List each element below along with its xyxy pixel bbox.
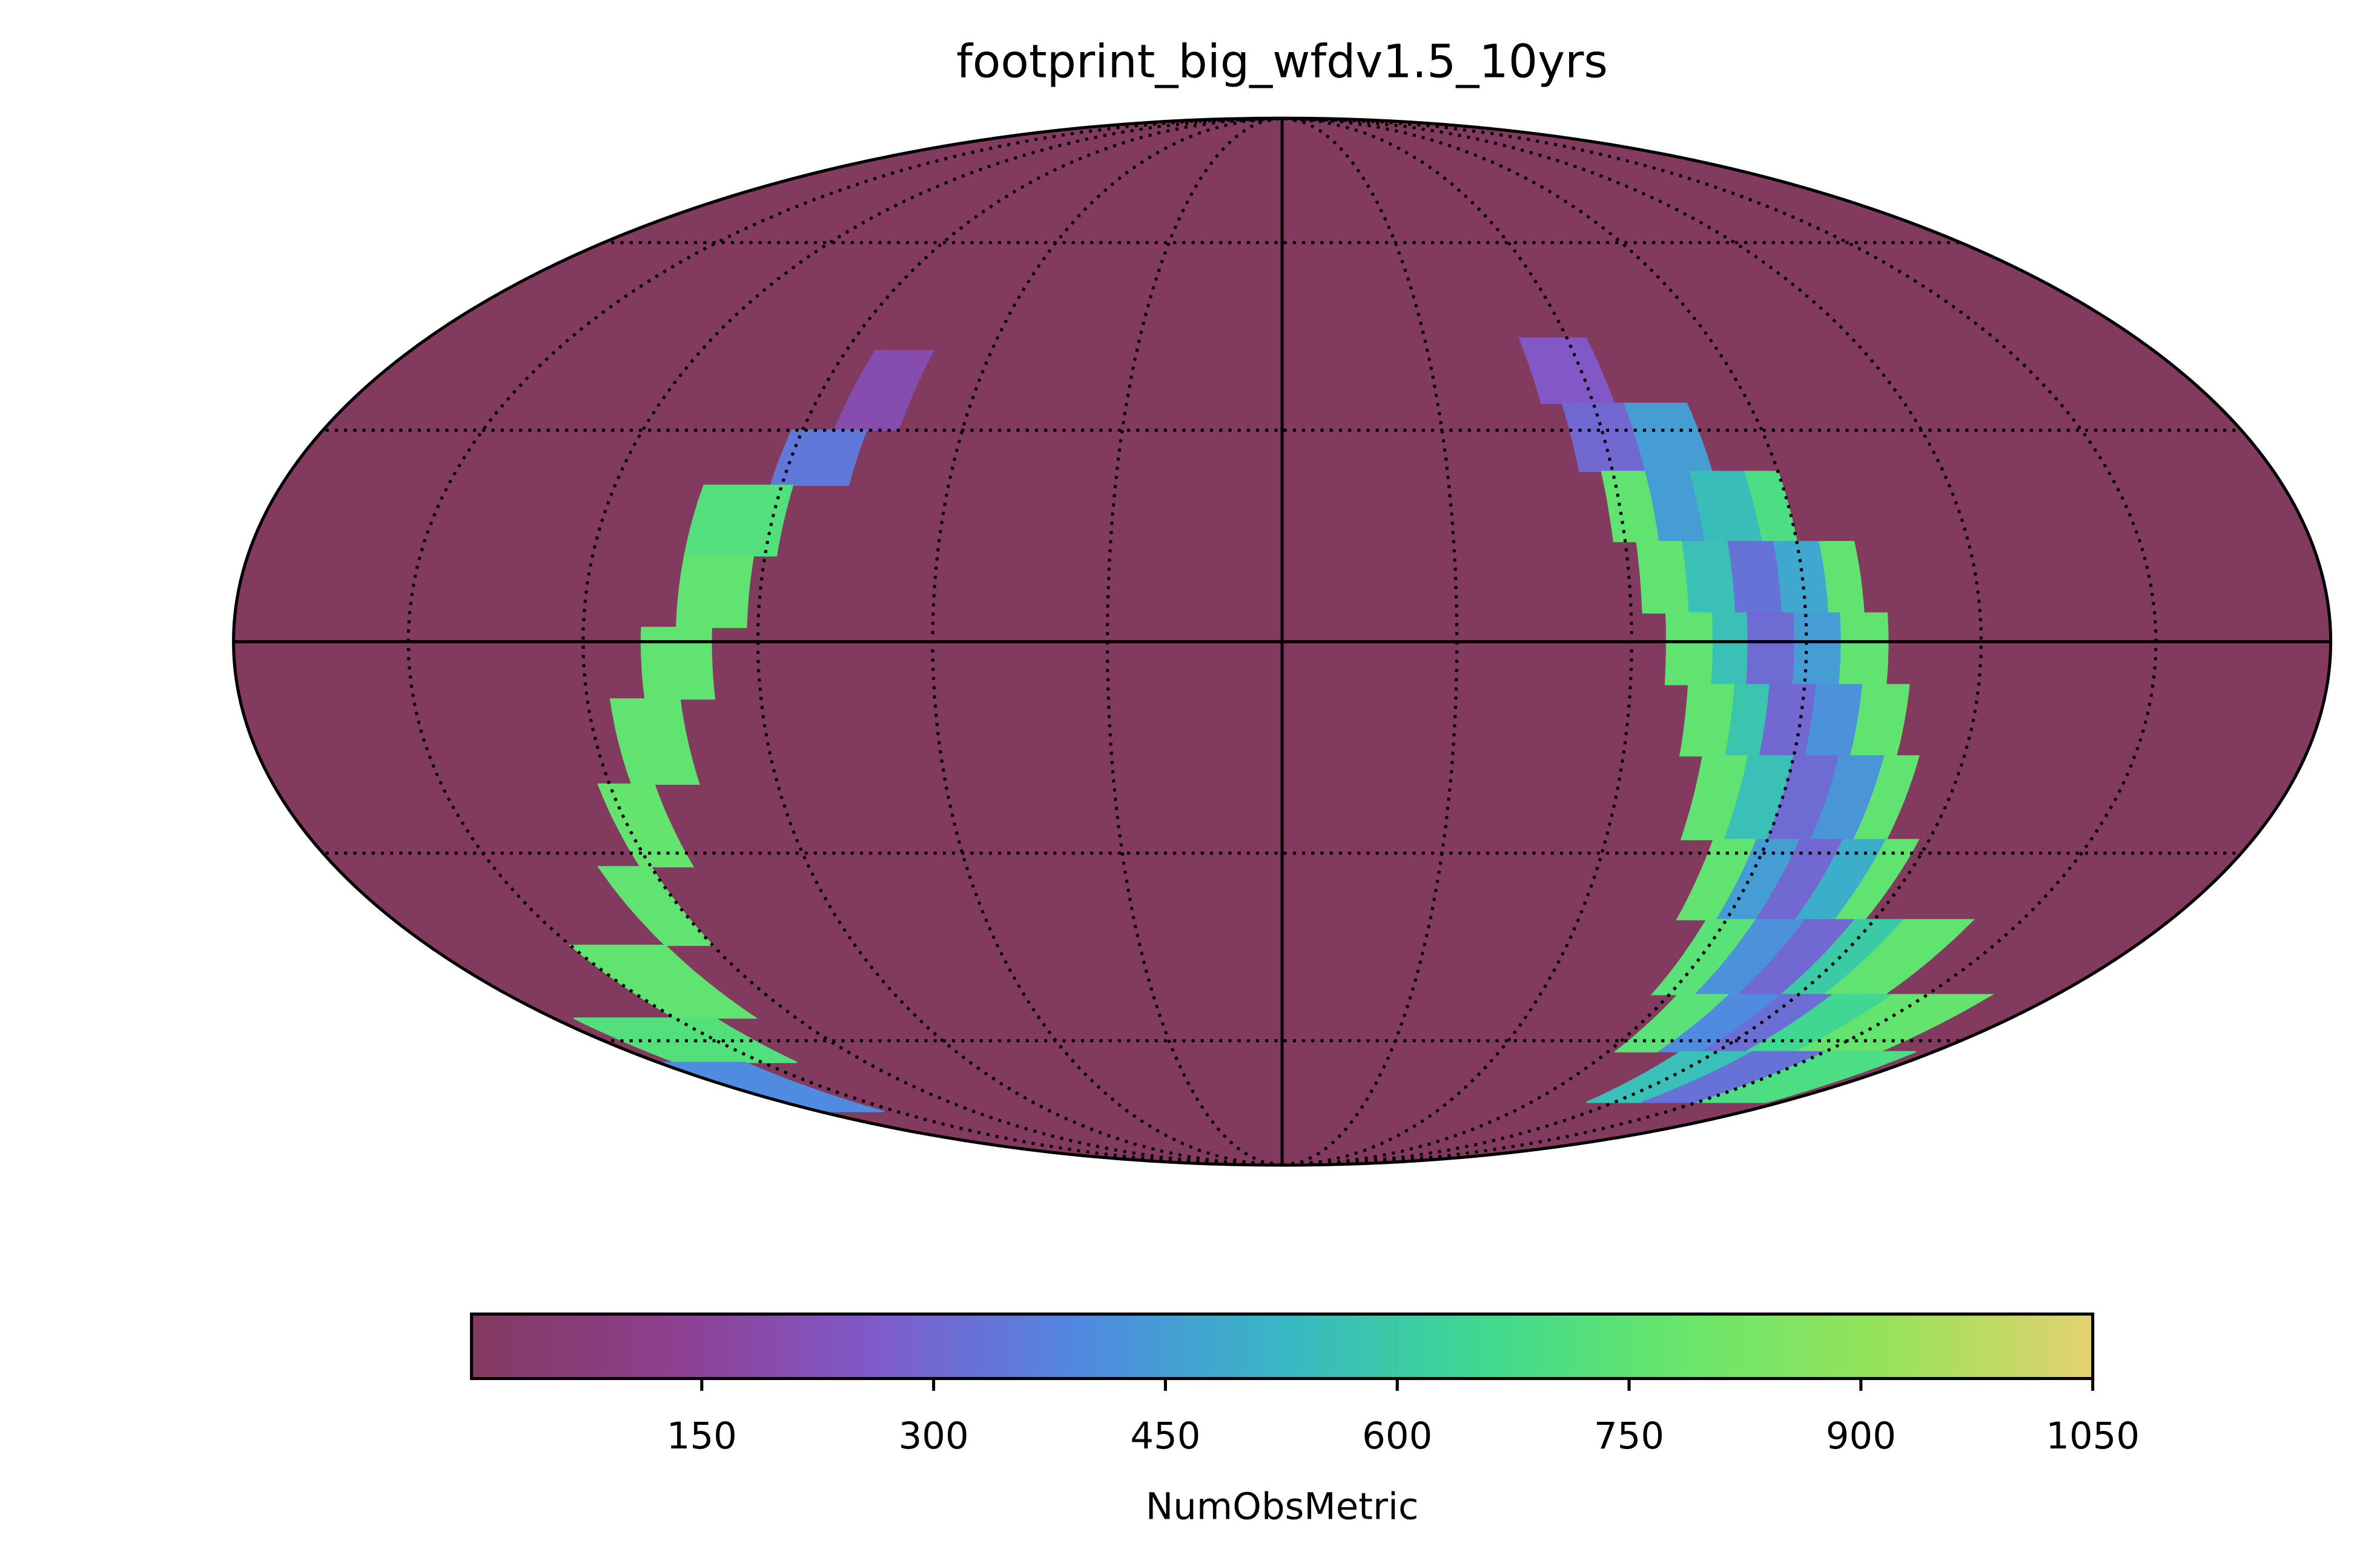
colorbar-tick-label: 600 [1362,1415,1432,1458]
sky-cell [1839,612,1889,685]
sky-cell [1679,684,1736,757]
sky-cell [1745,612,1796,685]
sky-cell [597,783,695,868]
sky-cell [770,429,868,486]
colorbar-label: NumObsMetric [1146,1486,1419,1528]
colorbar-tick-label: 1050 [2046,1415,2140,1458]
sky-cell [640,627,716,700]
colorbar [470,1312,2095,1381]
map-outline [232,116,2333,1167]
sky-cell [833,350,935,431]
colorbar-tick-label: 300 [899,1415,969,1458]
chart-title: footprint_big_wfdv1.5_10yrs [956,34,1608,88]
sky-cell [1773,541,1830,614]
sky-cell [1664,612,1714,685]
sky-cell [1711,612,1749,685]
colorbar-tick-label: 900 [1826,1415,1896,1458]
sky-cell [1681,541,1737,614]
sky-cell [1636,541,1690,614]
sky-cell [675,555,755,629]
sky-cell [609,698,700,785]
sky-cell [1727,541,1783,614]
sky-cell [683,484,794,556]
sky-cell [1792,612,1842,685]
sky-cell [597,866,715,946]
colorbar-tick-label: 450 [1130,1415,1200,1458]
colorbar-tick-label: 750 [1594,1415,1664,1458]
graticule [233,118,2331,1166]
colorbar-tick-label: 150 [667,1415,737,1458]
